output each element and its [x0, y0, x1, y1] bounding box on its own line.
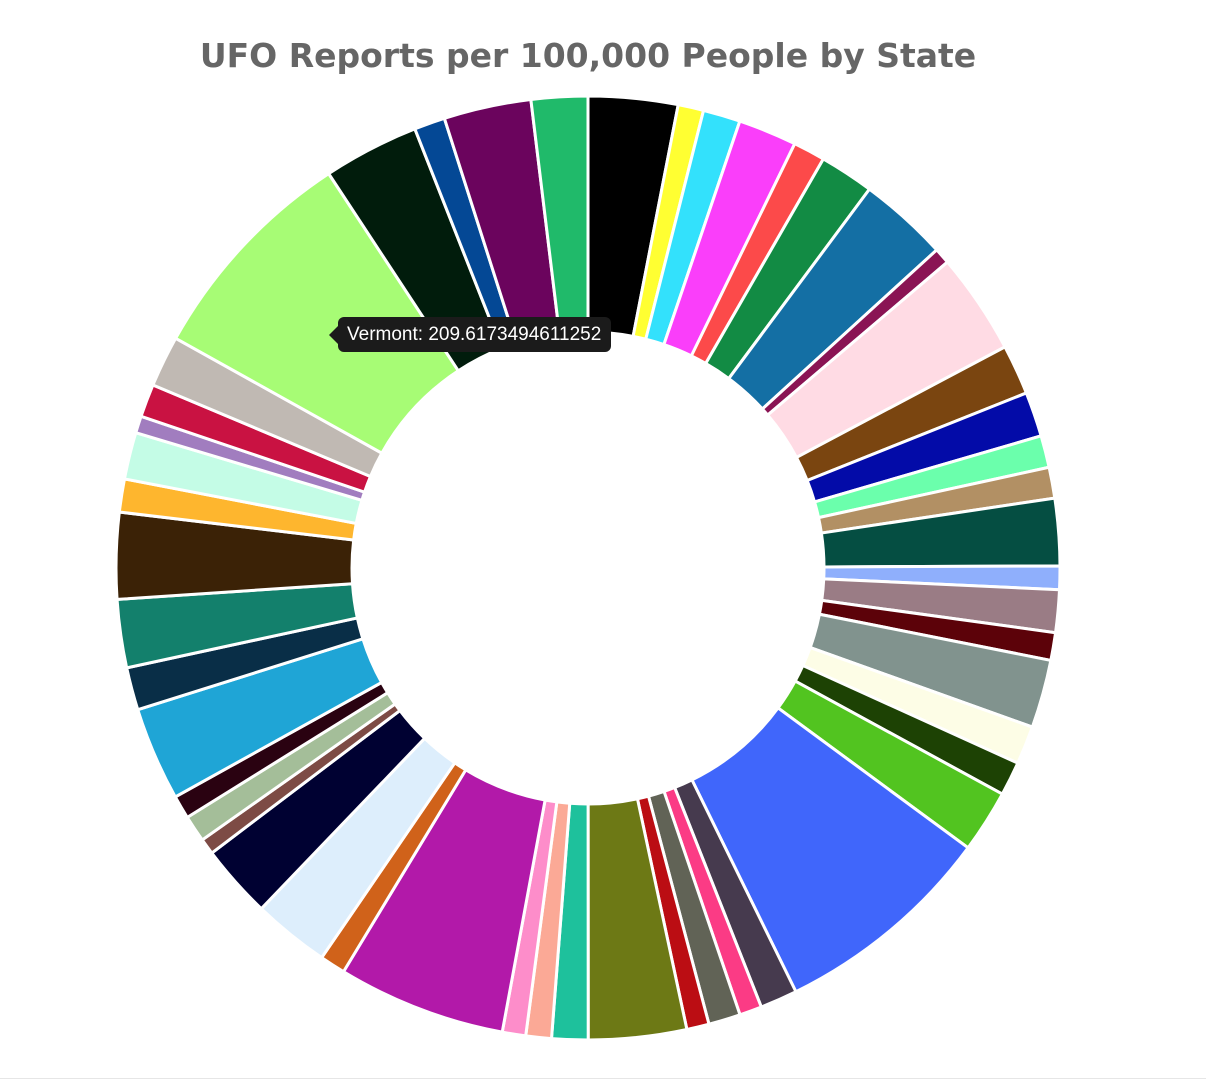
tooltip-value: 209.6173494611252 [428, 324, 602, 345]
doughnut-slices [114, 94, 1062, 1042]
tooltip-label: Vermont [347, 324, 418, 345]
chart-title: UFO Reports per 100,000 People by State [199, 36, 977, 75]
bottom-divider [0, 1078, 1206, 1079]
slice-tooltip: Vermont: 209.6173494611252 [328, 317, 612, 352]
